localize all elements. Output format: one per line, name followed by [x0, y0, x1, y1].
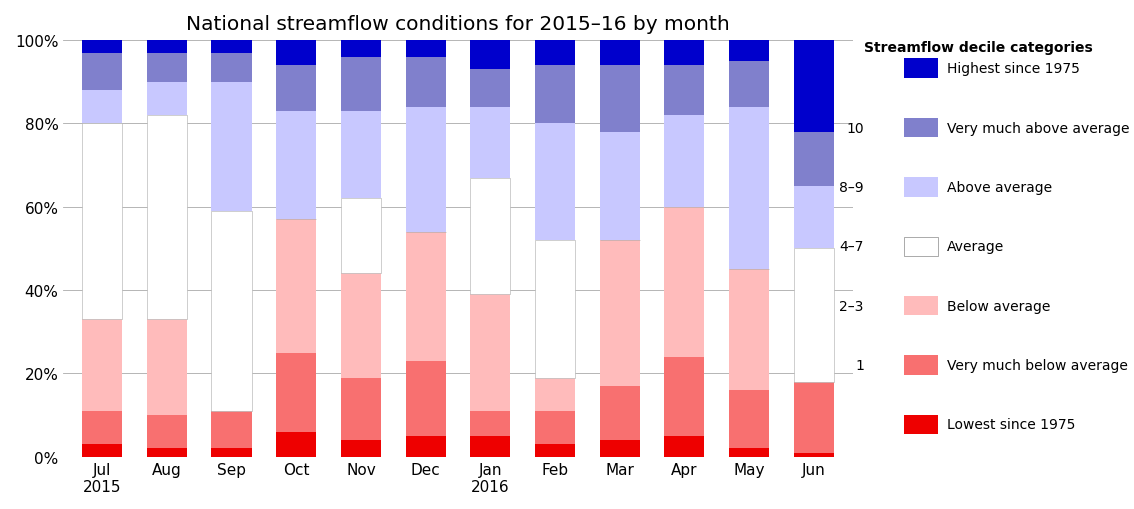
Bar: [729, 62, 769, 107]
Bar: [665, 41, 704, 66]
Title: National streamflow conditions for 2015–16 by month: National streamflow conditions for 2015–…: [186, 15, 730, 34]
Bar: [471, 178, 510, 295]
Bar: [277, 220, 316, 353]
Bar: [82, 124, 122, 320]
Bar: [82, 444, 122, 457]
Bar: [82, 53, 122, 91]
Bar: [794, 453, 833, 457]
Bar: [146, 41, 187, 53]
Bar: [665, 116, 704, 207]
Bar: [794, 382, 833, 453]
Bar: [211, 82, 252, 212]
Bar: [794, 41, 833, 132]
Bar: [729, 107, 769, 270]
Bar: [211, 41, 252, 53]
Bar: [794, 249, 833, 382]
Bar: [471, 41, 510, 70]
Text: Very much above average: Very much above average: [947, 121, 1129, 135]
Bar: [82, 320, 122, 411]
Bar: [146, 448, 187, 457]
Bar: [794, 187, 833, 249]
Text: Highest since 1975: Highest since 1975: [947, 62, 1080, 76]
Text: 10: 10: [846, 121, 864, 135]
Bar: [665, 357, 704, 436]
Bar: [471, 436, 510, 457]
Bar: [341, 440, 381, 457]
Bar: [406, 232, 446, 361]
Bar: [729, 448, 769, 457]
Bar: [211, 53, 252, 82]
Bar: [146, 53, 187, 82]
Bar: [471, 411, 510, 436]
Bar: [471, 295, 510, 411]
Bar: [211, 411, 252, 448]
Bar: [277, 111, 316, 220]
Bar: [146, 116, 187, 320]
Text: Streamflow decile categories: Streamflow decile categories: [864, 41, 1092, 55]
Bar: [535, 378, 575, 411]
Bar: [277, 353, 316, 432]
Bar: [406, 361, 446, 436]
Bar: [535, 41, 575, 66]
Bar: [535, 124, 575, 241]
Text: Very much below average: Very much below average: [947, 358, 1127, 373]
Text: Below average: Below average: [947, 299, 1050, 313]
Bar: [146, 82, 187, 116]
Bar: [471, 107, 510, 178]
Bar: [341, 274, 381, 378]
Bar: [146, 415, 187, 448]
Bar: [277, 432, 316, 457]
Bar: [341, 199, 381, 274]
Bar: [341, 378, 381, 440]
Bar: [600, 66, 640, 132]
Text: 2–3: 2–3: [839, 299, 864, 313]
Text: Average: Average: [947, 240, 1004, 254]
Bar: [600, 41, 640, 66]
Bar: [406, 436, 446, 457]
Bar: [406, 107, 446, 232]
Bar: [535, 411, 575, 444]
Bar: [729, 270, 769, 390]
Bar: [82, 91, 122, 124]
Bar: [794, 132, 833, 187]
Bar: [211, 448, 252, 457]
Bar: [600, 386, 640, 440]
Bar: [665, 207, 704, 357]
Text: Lowest since 1975: Lowest since 1975: [947, 418, 1075, 432]
Bar: [146, 320, 187, 415]
Bar: [535, 444, 575, 457]
Bar: [341, 58, 381, 111]
Bar: [535, 241, 575, 378]
Text: Above average: Above average: [947, 181, 1051, 194]
Bar: [406, 41, 446, 58]
Bar: [406, 58, 446, 107]
Bar: [341, 41, 381, 58]
Bar: [665, 436, 704, 457]
Bar: [665, 66, 704, 116]
Bar: [729, 390, 769, 448]
Bar: [600, 241, 640, 386]
Bar: [82, 411, 122, 444]
Bar: [277, 66, 316, 111]
Bar: [600, 132, 640, 241]
Bar: [729, 41, 769, 62]
Bar: [341, 111, 381, 199]
Text: 8–9: 8–9: [839, 181, 864, 194]
Bar: [600, 440, 640, 457]
Bar: [535, 66, 575, 124]
Bar: [211, 212, 252, 411]
Bar: [277, 41, 316, 66]
Bar: [82, 41, 122, 53]
Bar: [471, 70, 510, 107]
Text: 4–7: 4–7: [839, 240, 864, 254]
Text: 1: 1: [855, 358, 864, 373]
